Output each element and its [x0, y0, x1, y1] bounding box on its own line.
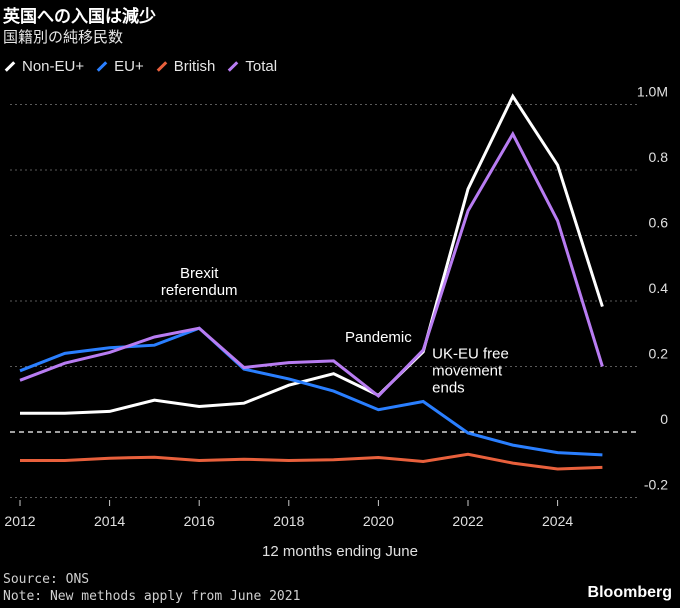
- legend-label-non-eu: Non-EU+: [22, 58, 85, 75]
- y-tick-label-4: 0.6: [649, 215, 669, 231]
- annotation-2-line-2: ends: [432, 379, 465, 396]
- y-tick-label-0: -0.2: [644, 477, 668, 493]
- bloomberg-logo: Bloomberg: [587, 584, 672, 601]
- annotation-0-line-1: referendum: [161, 282, 238, 299]
- x-tick-label-4: 2020: [363, 513, 394, 529]
- series-line-eu-: [19, 326, 603, 457]
- annotation-2-line-1: movement: [432, 362, 503, 379]
- y-tick-label-2: 0.2: [649, 346, 669, 362]
- y-tick-label-6: 1.0M: [637, 84, 668, 100]
- chart-title: 英国への入国は減少: [3, 7, 156, 27]
- annotation-2: UK-EU free movement ends: [432, 345, 509, 396]
- legend-label-total: Total: [245, 58, 278, 75]
- legend-item-non-eu: Non-EU+: [4, 58, 84, 75]
- annotation-1-line-0: Pandemic: [345, 329, 412, 346]
- legend: Non-EU+ EU+ British Total: [4, 58, 289, 75]
- legend-item-eu: EU+: [96, 58, 144, 75]
- annotation-1: Pandemic: [345, 329, 412, 346]
- x-tick-label-5: 2022: [452, 513, 483, 529]
- x-tick-label-3: 2018: [273, 513, 304, 529]
- y-tick-label-3: 0.4: [649, 280, 669, 296]
- x-axis-label: 12 months ending June: [262, 543, 418, 560]
- series-line-non-eu-: [20, 93, 604, 415]
- y-tick-label-1: 0: [660, 411, 668, 427]
- legend-item-total: Total: [227, 58, 277, 75]
- legend-item-british: British: [156, 58, 216, 75]
- annotation-2-line-0: UK-EU free: [432, 345, 509, 362]
- annotation-0: Brexit referendum: [161, 265, 238, 299]
- methods-note: Note: New methods apply from June 2021: [3, 589, 301, 604]
- x-tick-label-0: 2012: [4, 513, 35, 529]
- x-tick-label-1: 2014: [94, 513, 125, 529]
- x-tick-label-6: 2024: [542, 513, 573, 529]
- y-tick-label-5: 0.8: [649, 149, 669, 165]
- x-tick-label-2: 2016: [184, 513, 215, 529]
- series-line-british: [20, 452, 603, 471]
- annotation-0-line-0: Brexit: [180, 265, 219, 282]
- chart-subtitle: 国籍別の純移民数: [3, 28, 124, 46]
- legend-label-eu: EU+: [114, 58, 144, 75]
- legend-label-british: British: [173, 58, 216, 75]
- source-note: Source: ONS: [3, 572, 90, 587]
- series-line-total: [19, 130, 604, 399]
